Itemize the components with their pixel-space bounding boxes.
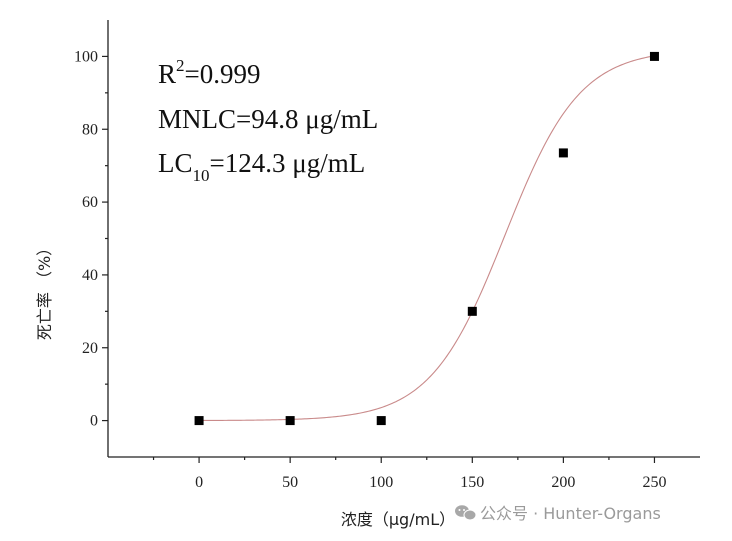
data-point bbox=[285, 416, 295, 426]
x-tick-label: 200 bbox=[551, 474, 575, 491]
wechat-icon bbox=[455, 505, 477, 521]
watermark: 公众号 · Hunter-Organs bbox=[455, 504, 661, 523]
data-point bbox=[558, 148, 568, 158]
y-tick-label: 100 bbox=[74, 48, 98, 65]
x-tick-label: 150 bbox=[460, 474, 484, 491]
fit-curve bbox=[199, 55, 655, 422]
data-points bbox=[194, 51, 659, 426]
y-tick-label: 60 bbox=[82, 194, 98, 211]
x-axis-title: 浓度（μg/mL） bbox=[341, 510, 455, 529]
watermark-text: 公众号 · Hunter-Organs bbox=[480, 504, 661, 523]
data-point bbox=[376, 416, 386, 426]
data-point bbox=[467, 306, 477, 316]
x-tick-label: 0 bbox=[195, 474, 203, 491]
y-tick-label: 80 bbox=[82, 121, 98, 138]
lc10-annotation: LC10=124.3 μg/mL bbox=[158, 148, 365, 185]
y-tick-label: 20 bbox=[82, 340, 98, 357]
y-axis-ticks: 0 20 40 60 80 100 bbox=[74, 48, 108, 430]
y-tick-label: 0 bbox=[90, 413, 98, 430]
mnlc-annotation: MNLC=94.8 μg/mL bbox=[158, 104, 378, 134]
data-point bbox=[194, 416, 204, 426]
data-point bbox=[649, 51, 659, 61]
y-axis-title: 死亡率 （%） bbox=[35, 240, 54, 340]
x-tick-label: 250 bbox=[642, 474, 666, 491]
y-tick-label: 40 bbox=[82, 267, 98, 284]
r-squared-annotation: R2=0.999 bbox=[158, 56, 261, 89]
x-tick-label: 50 bbox=[282, 474, 298, 491]
x-tick-label: 100 bbox=[369, 474, 393, 491]
x-axis-ticks: 0 50 100 150 200 250 bbox=[152, 457, 666, 491]
